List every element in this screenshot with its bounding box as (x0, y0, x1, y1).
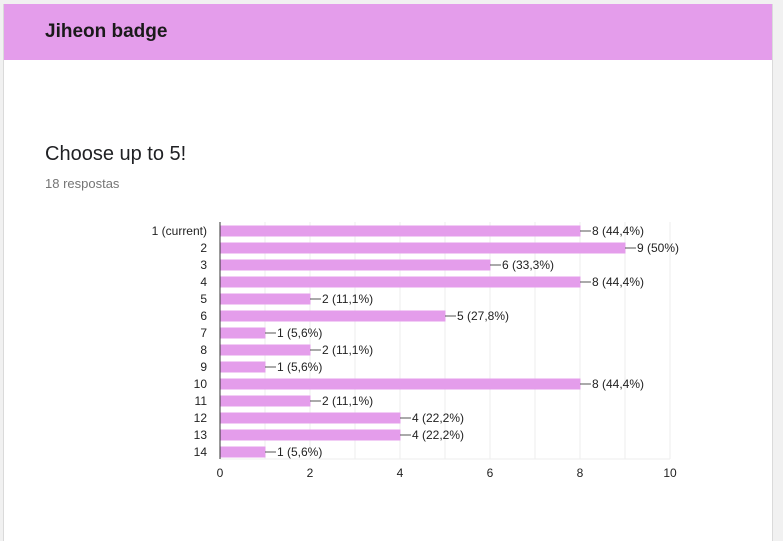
data-label: 1 (5,6%) (277, 360, 322, 374)
category-label: 2 (200, 241, 207, 255)
data-label: 2 (11,1%) (322, 394, 373, 408)
category-label: 11 (195, 394, 208, 408)
category-label: 3 (200, 258, 207, 272)
response-count: 18 respostas (45, 176, 120, 191)
category-label: 6 (200, 309, 207, 323)
data-label: 2 (11,1%) (322, 343, 373, 357)
x-tick-label: 8 (577, 466, 584, 480)
data-label: 9 (50%) (637, 241, 679, 255)
x-tick-label: 0 (217, 466, 224, 480)
category-label: 8 (200, 343, 207, 357)
bar (220, 395, 311, 407)
bar (220, 429, 401, 441)
bar (220, 446, 266, 458)
data-label: 8 (44,4%) (592, 377, 644, 391)
category-label: 14 (194, 445, 208, 459)
chart-bars: 8 (44,4%) 9 (50%) 6 (33,3%) 8 (44,4%) 2 (11,… (220, 224, 679, 459)
bar (220, 378, 581, 390)
bar (220, 344, 311, 356)
data-label: 2 (11,1%) (322, 292, 373, 306)
bar (220, 412, 401, 424)
bar (220, 310, 446, 322)
bar (220, 293, 311, 305)
bar (220, 225, 581, 237)
category-label: 5 (200, 292, 207, 306)
data-label: 1 (5,6%) (277, 326, 322, 340)
form-title: Jiheon badge (45, 21, 168, 42)
category-label: 1 (current) (152, 224, 207, 238)
data-label: 8 (44,4%) (592, 224, 644, 238)
response-card: Jiheon badge Choose up to 5! 18 resposta… (3, 4, 773, 541)
data-label: 5 (27,8%) (457, 309, 509, 323)
category-label: 10 (194, 377, 208, 391)
category-label: 13 (194, 428, 208, 442)
question-title: Choose up to 5! (45, 143, 187, 165)
category-label: 12 (194, 411, 208, 425)
x-tick-label: 4 (397, 466, 404, 480)
x-tick-label: 6 (487, 466, 494, 480)
category-label: 7 (200, 326, 207, 340)
form-header: Jiheon badge (4, 4, 772, 60)
bar (220, 276, 581, 288)
chart-axes: 0 2 4 6 8 10 1 (current) 2 3 4 5 6 7 8 9 10 11 12 13 14 (152, 222, 677, 480)
bar (220, 327, 266, 339)
category-label: 9 (200, 360, 207, 374)
data-label: 4 (22,2%) (412, 411, 464, 425)
category-label: 4 (200, 275, 207, 289)
data-label: 4 (22,2%) (412, 428, 464, 442)
data-label: 8 (44,4%) (592, 275, 644, 289)
bar (220, 242, 626, 254)
bar (220, 259, 491, 271)
x-tick-label: 2 (307, 466, 314, 480)
data-label: 6 (33,3%) (502, 258, 554, 272)
bar (220, 361, 266, 373)
x-tick-label: 10 (663, 466, 677, 480)
data-label: 1 (5,6%) (277, 445, 322, 459)
